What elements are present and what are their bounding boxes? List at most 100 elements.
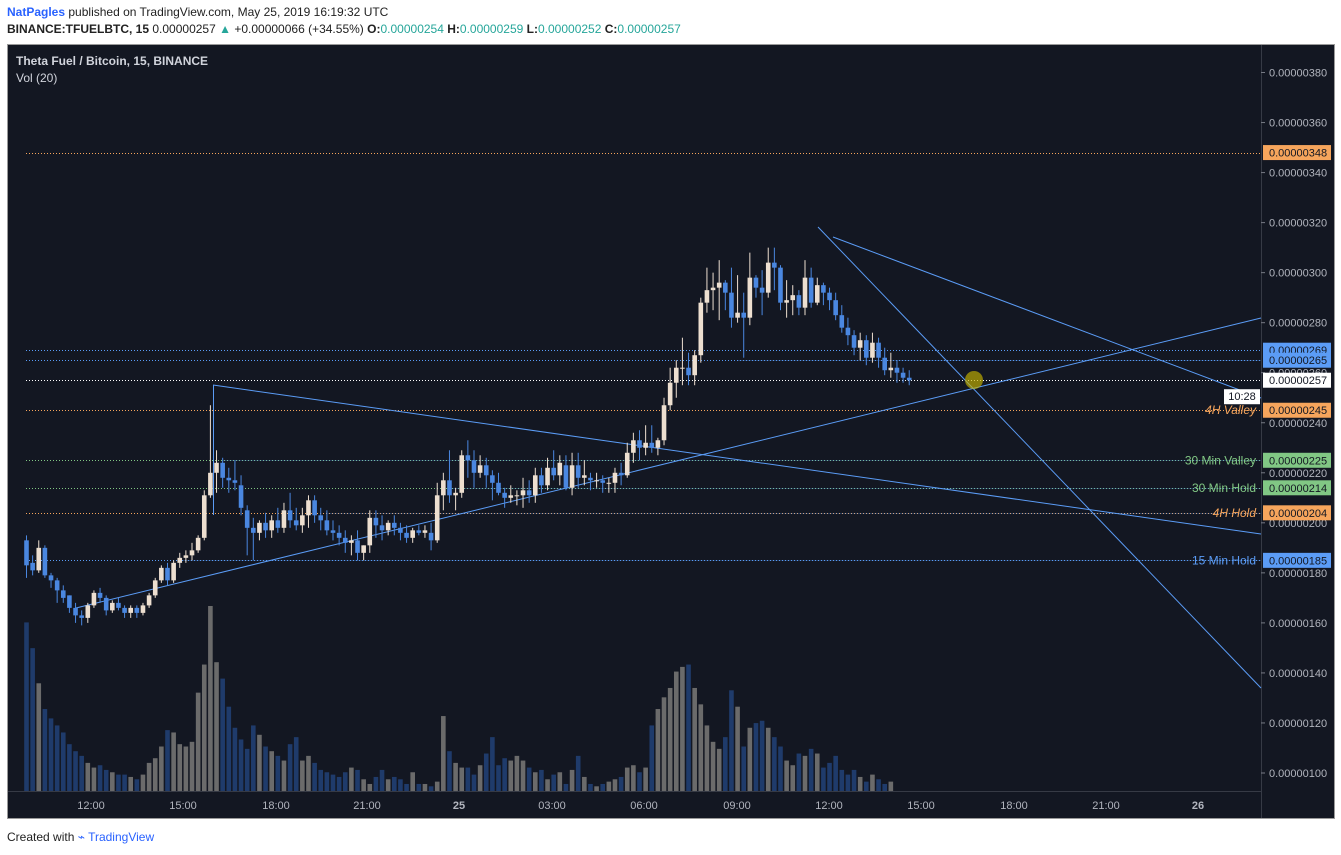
candle-body xyxy=(122,607,127,613)
candle-body xyxy=(821,285,826,293)
price-label-value: 0.00000348 xyxy=(1269,148,1327,160)
tradingview-brand[interactable]: TradingView xyxy=(88,830,155,844)
candle-body xyxy=(312,500,317,516)
candle-body xyxy=(778,267,783,303)
volume-bar xyxy=(508,760,514,791)
author-link[interactable]: NatPagles xyxy=(7,5,66,19)
candle-body xyxy=(67,595,72,608)
candle-body xyxy=(772,262,777,268)
candle-body xyxy=(220,462,225,478)
volume-bar xyxy=(735,706,740,791)
close-value: 0.00000257 xyxy=(617,22,681,36)
candle-body xyxy=(857,340,863,348)
candle-body xyxy=(741,312,747,318)
candle-body xyxy=(833,300,838,316)
volume-bar xyxy=(60,732,66,791)
volume-bar xyxy=(447,751,452,791)
x-tick-label: 15:00 xyxy=(169,800,197,812)
candle-body xyxy=(729,292,734,318)
volume-bar xyxy=(741,746,747,791)
candle-body xyxy=(165,567,170,581)
volume-bar xyxy=(293,737,299,791)
candle-body xyxy=(48,575,54,581)
candle-body xyxy=(698,302,704,356)
volume-bar xyxy=(526,767,532,791)
x-tick-label: 26 xyxy=(1192,800,1204,812)
candle-body xyxy=(735,312,740,318)
candle-body xyxy=(532,475,538,496)
candle-body xyxy=(159,567,164,581)
volume-bar xyxy=(490,737,495,791)
volume-bar xyxy=(42,709,48,791)
candle-body xyxy=(569,465,575,488)
candle-body xyxy=(324,520,330,531)
volume-bar xyxy=(747,727,753,791)
volume-bar xyxy=(772,737,777,791)
candle-body xyxy=(146,595,152,606)
price-label-value: 0.00000257 xyxy=(1269,375,1327,387)
volume-bar xyxy=(551,774,556,791)
volume-bar xyxy=(312,762,317,791)
candle-body xyxy=(140,605,146,613)
volume-bar xyxy=(655,709,661,791)
price-chart[interactable]: Theta Fuel / Bitcoin, 15, BINANCE Vol (20… xyxy=(8,45,1334,818)
candle-body xyxy=(54,580,60,591)
volume-bar xyxy=(251,725,256,791)
volume-bar xyxy=(201,664,207,791)
candle-body xyxy=(441,480,446,496)
candle-body xyxy=(710,287,716,291)
volume-bar xyxy=(392,776,397,791)
candle-body xyxy=(496,482,501,493)
volume-bar xyxy=(624,767,630,791)
low-label: L: xyxy=(526,22,538,36)
price-label-value: 0.00000245 xyxy=(1269,405,1327,417)
candle-body xyxy=(624,452,630,476)
volume-bar xyxy=(759,720,765,791)
volume-bar xyxy=(637,772,642,791)
volume-bar xyxy=(575,755,581,791)
volume-bar xyxy=(416,783,422,791)
candle-body xyxy=(851,335,857,348)
candle-body xyxy=(526,490,532,496)
high-label: H: xyxy=(447,22,460,36)
volume-bar xyxy=(428,786,434,791)
level-name: 15 Min Hold xyxy=(1192,553,1256,567)
volume-bar xyxy=(159,746,164,791)
candle-body xyxy=(680,367,685,369)
volume-bar xyxy=(244,748,250,791)
candle-body xyxy=(128,607,134,613)
x-tick-label: 15:00 xyxy=(907,800,935,812)
tradingview-logo-icon[interactable]: ⌁ xyxy=(77,830,85,844)
candle-body xyxy=(244,510,250,528)
candle-body xyxy=(643,442,648,448)
volume-bar xyxy=(91,767,97,791)
volume-bar xyxy=(545,779,550,791)
candle-body xyxy=(79,615,84,618)
candle-body xyxy=(483,465,489,476)
price-label-box xyxy=(1263,452,1331,468)
volume-bar xyxy=(300,760,305,791)
volume-bar xyxy=(459,767,465,791)
volume-bar xyxy=(330,774,336,791)
volume-bar xyxy=(220,678,225,791)
candle-body xyxy=(189,550,195,556)
volume-bar xyxy=(808,748,814,791)
volume-bar xyxy=(477,765,483,791)
candle-body xyxy=(355,540,360,553)
volume-bar xyxy=(631,765,636,791)
volume-bar xyxy=(79,755,84,791)
candle-body xyxy=(686,367,691,376)
chart-container[interactable]: Theta Fuel / Bitcoin, 15, BINANCE Vol (20… xyxy=(7,44,1335,819)
candle-body xyxy=(152,580,158,596)
time-axis xyxy=(8,791,1261,818)
candle-body xyxy=(600,480,606,483)
volume-bar xyxy=(612,779,618,791)
level-name: 30 Min Hold xyxy=(1192,481,1256,495)
candle-body xyxy=(900,372,906,378)
volume-bar xyxy=(30,648,35,791)
candle-body xyxy=(459,455,465,493)
candle-body xyxy=(514,495,520,497)
candle-body xyxy=(410,530,415,538)
candle-body xyxy=(704,290,710,303)
price-label-box xyxy=(1263,352,1331,368)
